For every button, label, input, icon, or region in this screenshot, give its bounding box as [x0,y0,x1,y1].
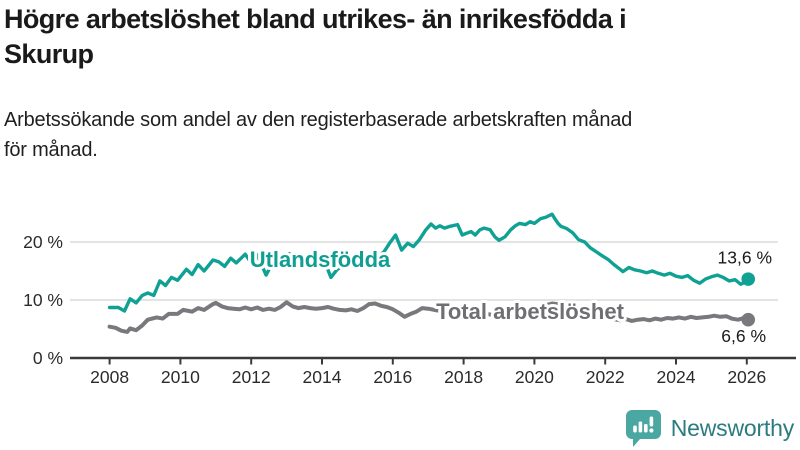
total-arbetsloshet-series-label: Total arbetslöshet [436,299,625,324]
x-tick-label-2018: 2018 [444,367,483,387]
total-arbetsloshet-end-dot [741,312,756,327]
page-title-line2: Skurup [4,39,94,70]
y-tick-label: 20 % [23,232,63,252]
newsworthy-wordmark: Newsworthy [670,414,794,441]
total-arbetsloshet-line [107,300,751,334]
newsworthy-icon [625,410,661,447]
x-tick-label-2008: 2008 [90,367,129,387]
x-tick-label-2014: 2014 [303,367,342,387]
y-tick-label: 0 % [33,348,63,368]
x-tick-label-2010: 2010 [161,367,200,387]
total-arbetsloshet-end-value-label: 6,6 % [721,326,766,346]
page-subtitle-line2: för månad. [4,139,98,162]
x-tick-label-2012: 2012 [232,367,271,387]
page-subtitle-line1: Arbetssökande som andel av den registerb… [4,109,633,131]
newsworthy-logo: Newsworthy [625,409,794,447]
x-tick-label-2016: 2016 [373,367,412,387]
x-tick-label-2026: 2026 [727,367,766,387]
speech-bubble-shape [625,410,661,447]
utlandsfodda-end-value-label: 13,6 % [718,248,772,268]
x-tick-label-2020: 2020 [515,367,554,387]
utlandsfodda-line [107,212,750,313]
x-tick-label-2024: 2024 [657,367,696,387]
x-tick-label-2022: 2022 [586,367,625,387]
page-subtitle: Arbetssökande som andel av den registerb… [4,105,796,166]
bar-chart-glyph [632,416,654,433]
utlandsfodda-series-label: Utlandsfödda [250,247,391,272]
page-title: Högre arbetslöshet bland utrikes- än inr… [4,2,796,72]
y-tick-label: 10 % [23,290,63,310]
utlandsfodda-end-dot [741,272,756,286]
page-title-line1: Högre arbetslöshet bland utrikes- än inr… [4,4,627,34]
